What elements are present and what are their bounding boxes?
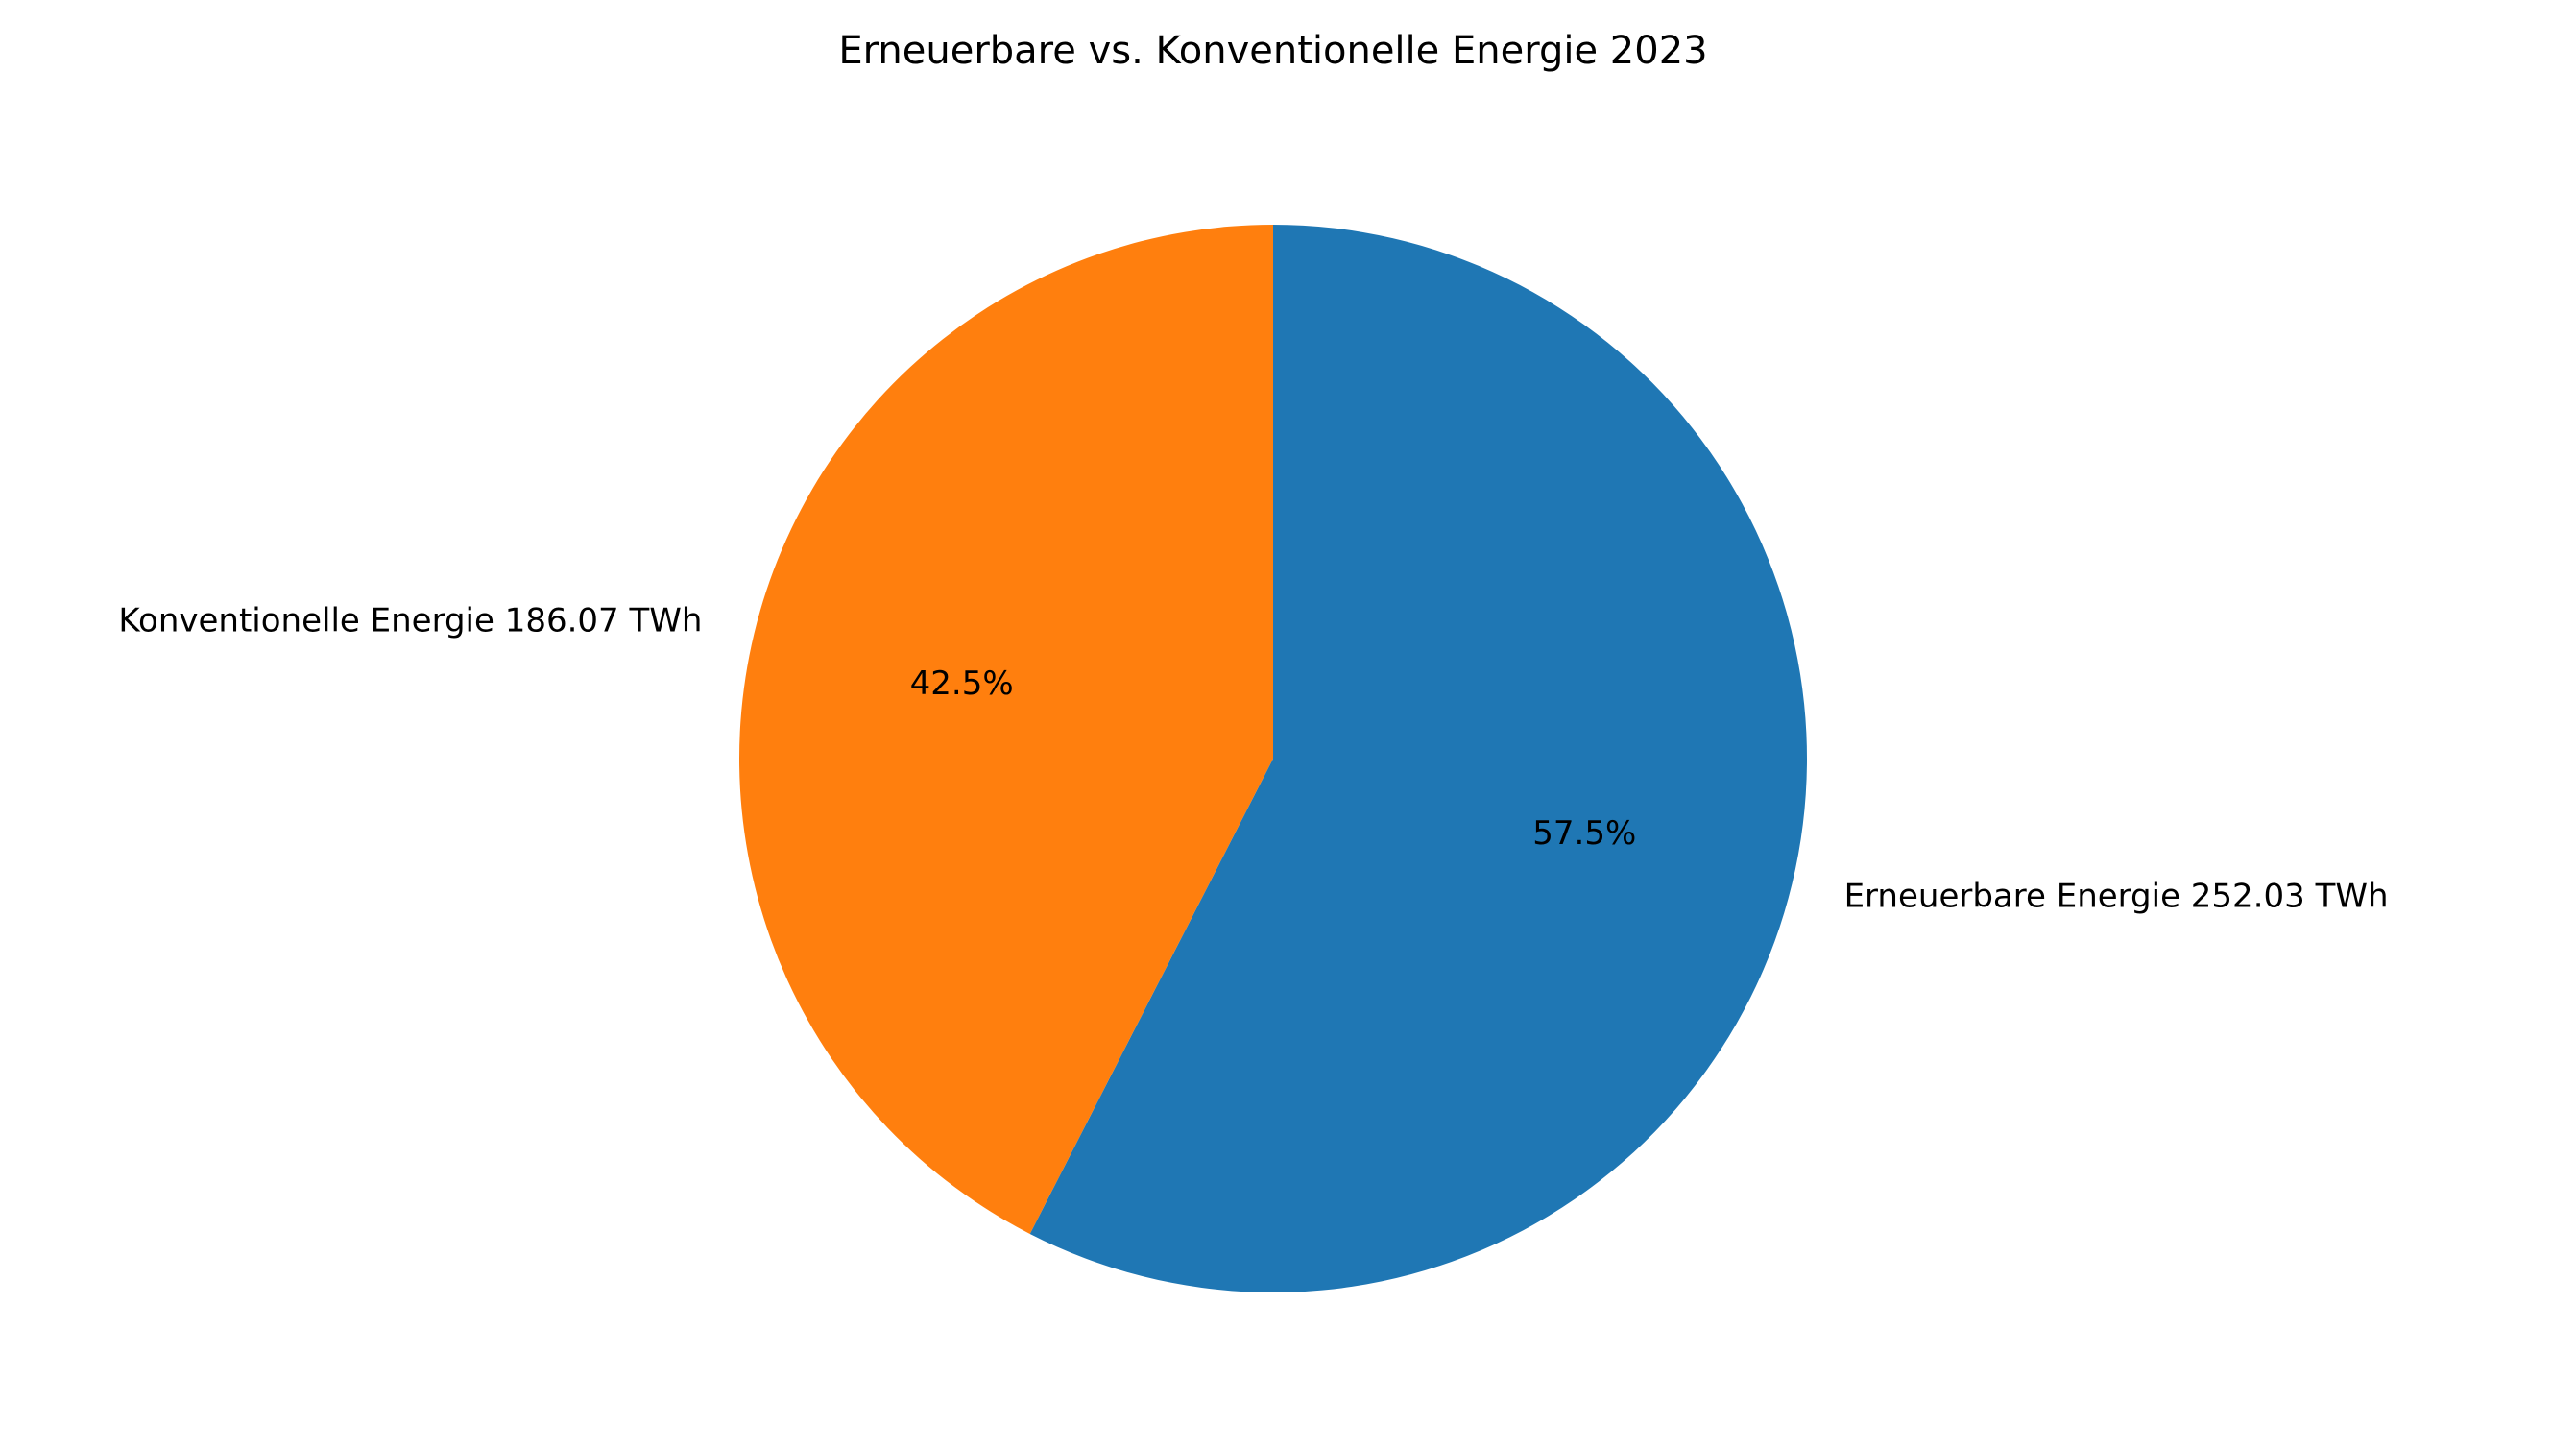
chart-title: Erneuerbare vs. Konventionelle Energie 2… xyxy=(838,29,1707,73)
percent-label-1: 42.5% xyxy=(910,664,1014,703)
slice-labels: Erneuerbare Energie 252.03 TWh Konvention… xyxy=(118,602,2388,916)
pie-slice-1 xyxy=(738,225,1273,1234)
slice-label-0: Erneuerbare Energie 252.03 TWh xyxy=(1844,877,2389,915)
slice-label-1: Konventionelle Energie 186.07 TWh xyxy=(118,602,702,640)
pie-slice-0 xyxy=(1029,225,1807,1292)
percent-label-0: 57.5% xyxy=(1532,814,1636,853)
percent-labels: 57.5% 42.5% xyxy=(910,664,1637,853)
pie-slices xyxy=(738,225,1807,1292)
